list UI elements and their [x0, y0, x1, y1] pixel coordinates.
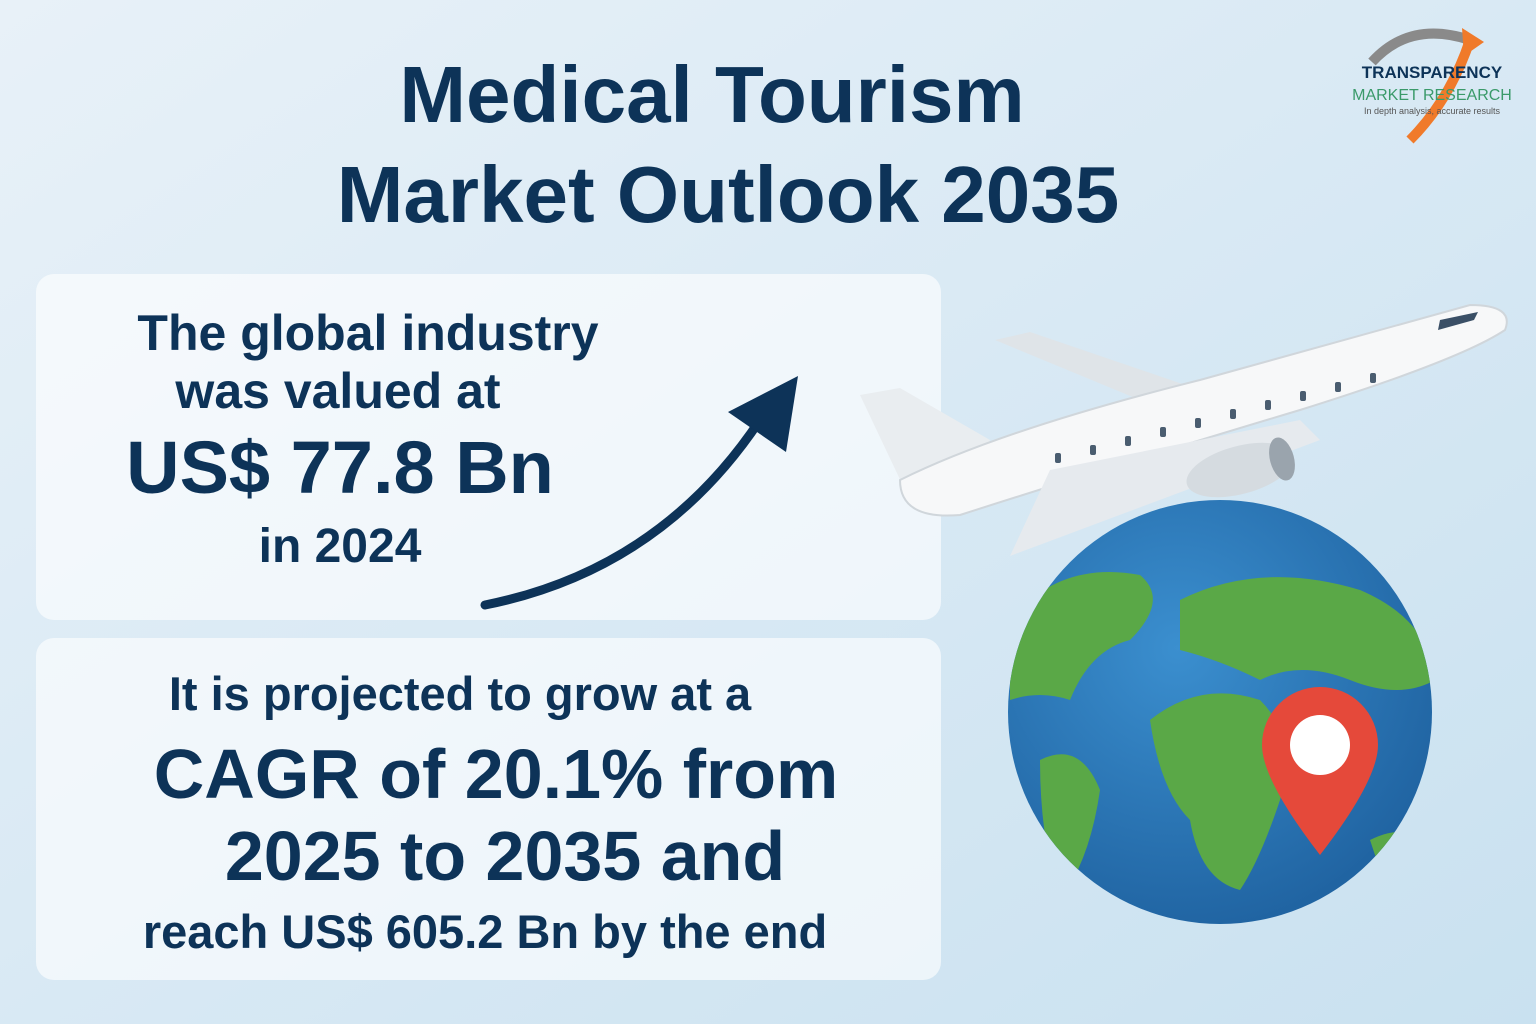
plane-window: [1335, 382, 1341, 392]
plane-window: [1230, 409, 1236, 419]
title-line: Market Outlook 2035: [337, 150, 1120, 239]
box-highlight: US$ 77.8 Bn: [126, 426, 554, 509]
growth-arrow: [480, 415, 765, 610]
pin-center: [1290, 715, 1350, 775]
plane-window: [1090, 445, 1096, 455]
plane-engine: [1186, 442, 1294, 498]
plane-window: [1300, 391, 1306, 401]
plane-window: [1195, 418, 1201, 428]
plane-fuselage: [898, 303, 1508, 517]
logo: TRANSPARENCY MARKET RESEARCH In depth an…: [1352, 28, 1512, 144]
box-highlight: CAGR of 20.1% from: [154, 735, 839, 813]
logo-subname: MARKET RESEARCH: [1352, 87, 1512, 104]
airplane: [860, 303, 1508, 556]
continent: [1180, 577, 1432, 690]
growth-arrowhead: [728, 376, 798, 452]
continent: [1010, 572, 1153, 700]
plane-engine-intake: [1269, 437, 1295, 481]
plane-window: [1125, 436, 1131, 446]
logo-arrowhead: [1462, 28, 1484, 56]
plane-wing-far: [995, 332, 1200, 400]
box-text: was valued at: [174, 363, 500, 419]
logo-name: TRANSPARENCY: [1362, 63, 1503, 82]
box-text: reach US$ 605.2 Bn by the end: [143, 905, 827, 958]
plane-window: [1370, 373, 1376, 383]
globe: [1008, 500, 1432, 924]
plane-window: [1055, 453, 1061, 463]
plane-window: [1160, 427, 1166, 437]
box-highlight: 2025 to 2035 and: [225, 817, 785, 895]
value-box: [36, 274, 941, 620]
box-text: in 2024: [259, 520, 422, 573]
title-line: Medical Tourism: [399, 50, 1024, 139]
logo-swoosh: [1368, 28, 1472, 66]
logo-tagline: In depth analysis, accurate results: [1364, 106, 1501, 116]
continent: [1150, 693, 1287, 890]
box-text: It is projected to grow at a: [169, 667, 752, 720]
projection-box: [36, 638, 941, 980]
plane-cockpit: [1438, 312, 1478, 330]
plane-windows: [1055, 373, 1376, 463]
box-text: The global industry: [137, 305, 598, 361]
plane-window: [1265, 400, 1271, 410]
